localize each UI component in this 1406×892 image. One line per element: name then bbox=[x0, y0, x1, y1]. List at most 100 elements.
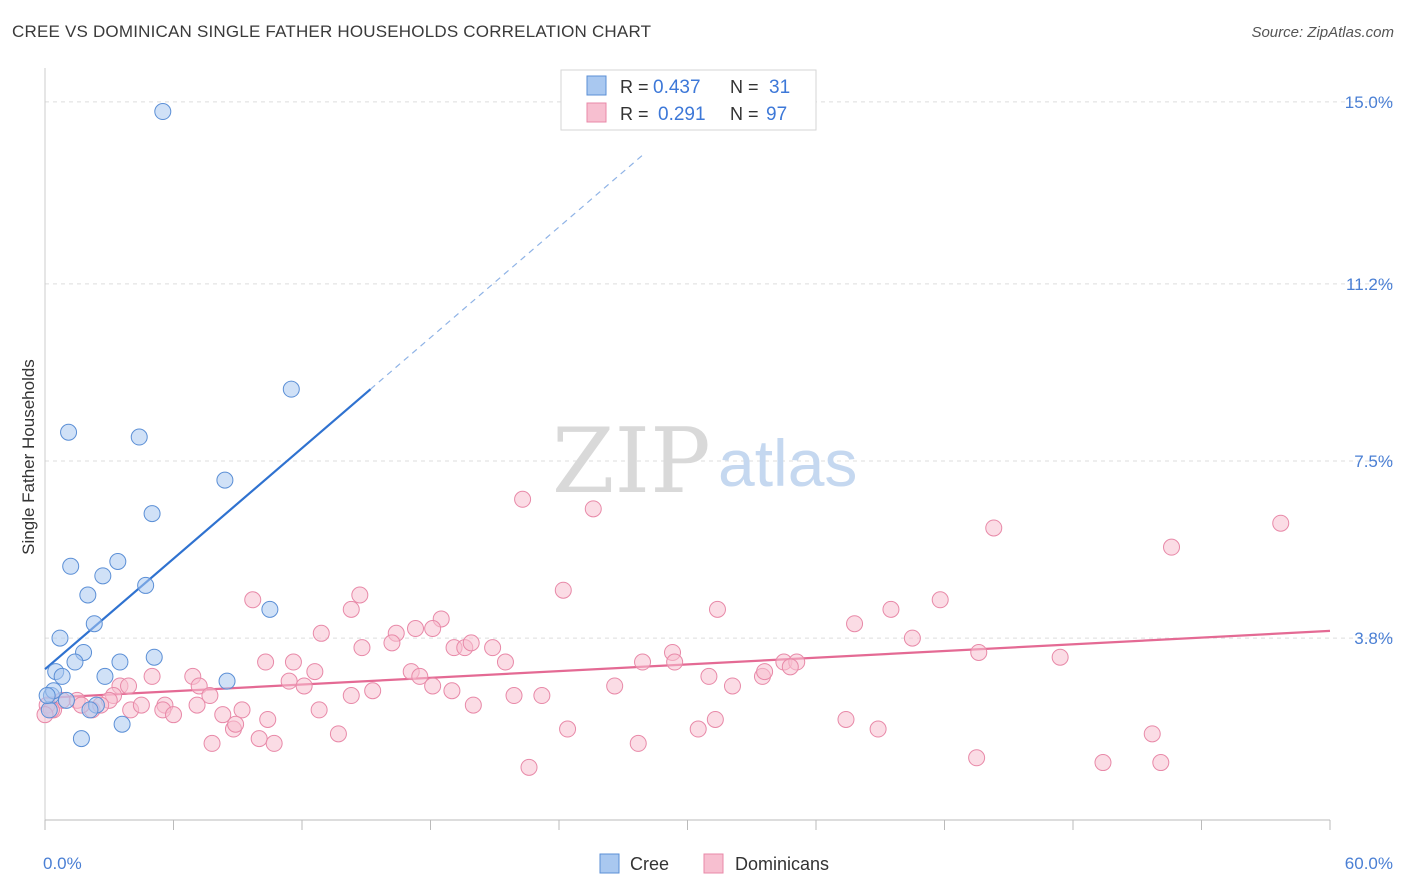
dominicans-point bbox=[496, 653, 514, 671]
dominicans-point bbox=[257, 653, 275, 671]
legend-dom-n-label: N = bbox=[730, 104, 759, 124]
dominicans-point bbox=[584, 500, 602, 518]
dominicans-point bbox=[462, 634, 480, 652]
cree-point bbox=[60, 423, 78, 441]
dominicans-point bbox=[214, 706, 232, 724]
cree-point bbox=[216, 471, 234, 489]
cree-point bbox=[111, 653, 129, 671]
legend-bottom-swatch-dominicans bbox=[703, 853, 724, 874]
x-tick-label-min: 0.0% bbox=[43, 854, 82, 873]
dominicans-point bbox=[708, 600, 726, 618]
cree-point bbox=[40, 701, 58, 719]
legend-dom-r-value: 0.291 bbox=[658, 104, 706, 125]
cree-point bbox=[72, 730, 90, 748]
dominicans-point bbox=[505, 687, 523, 705]
cree-point bbox=[79, 586, 97, 604]
cree-point bbox=[154, 103, 172, 121]
dominicans-point bbox=[931, 591, 949, 609]
dominicans-point bbox=[514, 490, 532, 508]
dominicans-point bbox=[424, 620, 442, 638]
dominicans-point bbox=[132, 696, 150, 714]
y-tick-label: 3.8% bbox=[1354, 629, 1393, 648]
dominicans-point bbox=[284, 653, 302, 671]
dominicans-point bbox=[342, 600, 360, 618]
source-credit: Source: ZipAtlas.com bbox=[1251, 24, 1394, 41]
dominicans-point bbox=[781, 658, 799, 676]
dominicans-point bbox=[970, 643, 988, 661]
dominicans-point bbox=[882, 600, 900, 618]
dominicans-point bbox=[383, 634, 401, 652]
cree-point bbox=[66, 653, 84, 671]
dominicans-point bbox=[903, 629, 921, 647]
chart-title: CREE VS DOMINICAN SINGLE FATHER HOUSEHOL… bbox=[12, 22, 652, 41]
legend-bottom-cree: Cree bbox=[630, 854, 669, 874]
cree-trend-extension bbox=[370, 152, 646, 390]
dominicans-point bbox=[411, 667, 429, 685]
cree-point bbox=[81, 701, 99, 719]
dominicans-point bbox=[165, 706, 182, 724]
cree-point bbox=[51, 629, 69, 647]
cree-point bbox=[109, 552, 127, 570]
cree-point bbox=[145, 648, 163, 666]
dominicans-point bbox=[364, 682, 382, 700]
cree-point bbox=[85, 615, 103, 633]
dominicans-point bbox=[533, 687, 551, 705]
dominicans-point bbox=[306, 663, 324, 681]
legend-cree-r-label: R = bbox=[620, 77, 649, 97]
cree-point bbox=[137, 576, 155, 594]
dominicans-point bbox=[837, 710, 855, 728]
dominicans-point bbox=[188, 696, 206, 714]
dominicans-point bbox=[342, 687, 360, 705]
dominicans-point bbox=[869, 720, 887, 738]
dominicans-point bbox=[723, 677, 741, 695]
dominicans-trend-line bbox=[44, 629, 1331, 700]
data-points bbox=[36, 103, 1290, 776]
dominicans-point bbox=[634, 653, 652, 671]
dominicans-point bbox=[666, 653, 684, 671]
cree-point bbox=[218, 672, 236, 690]
legend-dom-r-label: R = bbox=[620, 104, 649, 124]
legend-cree-n-label: N = bbox=[730, 77, 759, 97]
dominicans-point bbox=[351, 586, 369, 604]
watermark-atlas: atlas bbox=[718, 426, 857, 500]
dominicans-point bbox=[629, 734, 647, 752]
legend-stats: R = 0.437 N = 31 R = 0.291 N = 97 bbox=[560, 69, 817, 131]
y-tick-label: 11.2% bbox=[1346, 275, 1393, 294]
x-tick-label-max: 60.0% bbox=[1345, 854, 1393, 873]
dominicans-point bbox=[353, 639, 371, 657]
tick-labels: 3.8% 7.5% 11.2% 15.0% 0.0% 60.0% bbox=[43, 93, 1393, 873]
dominicans-point bbox=[443, 682, 461, 700]
dominicans-point bbox=[520, 758, 538, 776]
watermark: ZIP atlas bbox=[552, 409, 857, 514]
legend-bottom-swatch-cree bbox=[599, 853, 620, 874]
dominicans-point bbox=[265, 734, 283, 752]
legend-series: Cree Dominicans bbox=[599, 853, 829, 874]
dominicans-point bbox=[756, 663, 774, 681]
dominicans-point bbox=[1163, 538, 1181, 556]
cree-point bbox=[53, 667, 71, 685]
y-tick-label: 7.5% bbox=[1354, 452, 1393, 471]
dominicans-point bbox=[190, 677, 208, 695]
dominicans-point bbox=[407, 620, 425, 638]
dominicans-point bbox=[295, 677, 313, 695]
dominicans-point bbox=[203, 734, 221, 752]
dominicans-point bbox=[559, 720, 577, 738]
y-tick-label: 15.0% bbox=[1345, 93, 1393, 112]
dominicans-point bbox=[312, 624, 330, 642]
legend-cree-r-value: 0.437 bbox=[653, 77, 701, 98]
dominicans-point bbox=[484, 639, 502, 657]
dominicans-point bbox=[244, 591, 262, 609]
dominicans-point bbox=[968, 749, 986, 767]
cree-point bbox=[113, 715, 131, 733]
legend-cree-n-value: 31 bbox=[769, 77, 790, 98]
legend-swatch-dominicans bbox=[586, 102, 607, 123]
dominicans-point bbox=[1051, 648, 1069, 666]
dominicans-point bbox=[227, 715, 245, 733]
cree-point bbox=[261, 600, 279, 618]
y-axis-title: Single Father Households bbox=[19, 359, 38, 555]
dominicans-point bbox=[700, 667, 718, 685]
dominicans-point bbox=[1094, 754, 1112, 772]
dominicans-point bbox=[554, 581, 572, 599]
legend-swatch-cree bbox=[586, 75, 607, 96]
